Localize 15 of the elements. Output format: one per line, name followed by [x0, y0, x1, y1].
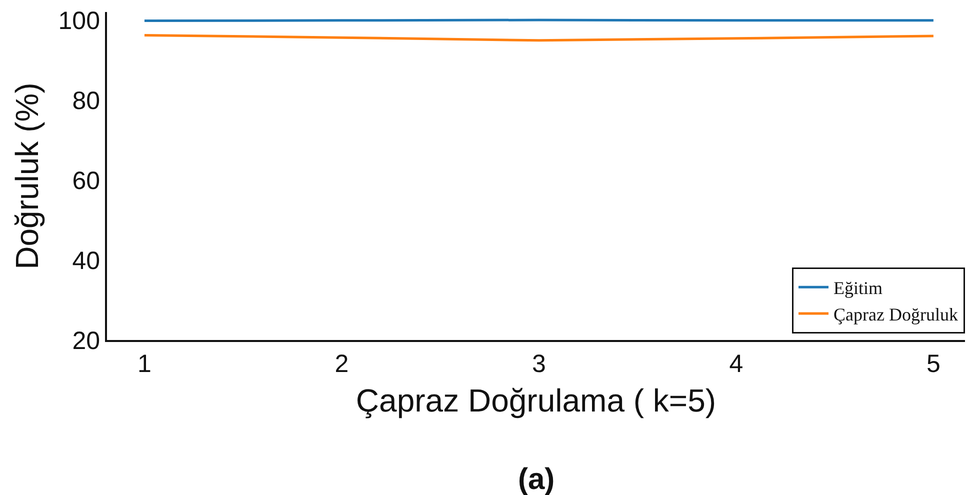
x-axis-title: Çapraz Doğrulama ( k=5)	[356, 382, 716, 418]
y-tick-label: 20	[72, 326, 100, 355]
y-axis-title: Doğruluk (%)	[9, 82, 46, 270]
x-tick-label: 4	[729, 350, 744, 378]
text: (a)	[518, 463, 555, 495]
y-tick-label: 80	[72, 86, 100, 115]
x-tick-label: 5	[926, 350, 940, 378]
legend-label: Eğitim	[834, 278, 882, 298]
y-tick-label: 60	[72, 166, 100, 195]
x-tick-label: 1	[138, 350, 152, 378]
y-tick-label: 40	[72, 246, 100, 275]
x-tick-label: 2	[334, 350, 349, 378]
legend-label: Çapraz Doğruluk	[834, 304, 958, 325]
y-tick-label: 100	[58, 6, 100, 35]
x-tick-label: 3	[532, 350, 546, 378]
